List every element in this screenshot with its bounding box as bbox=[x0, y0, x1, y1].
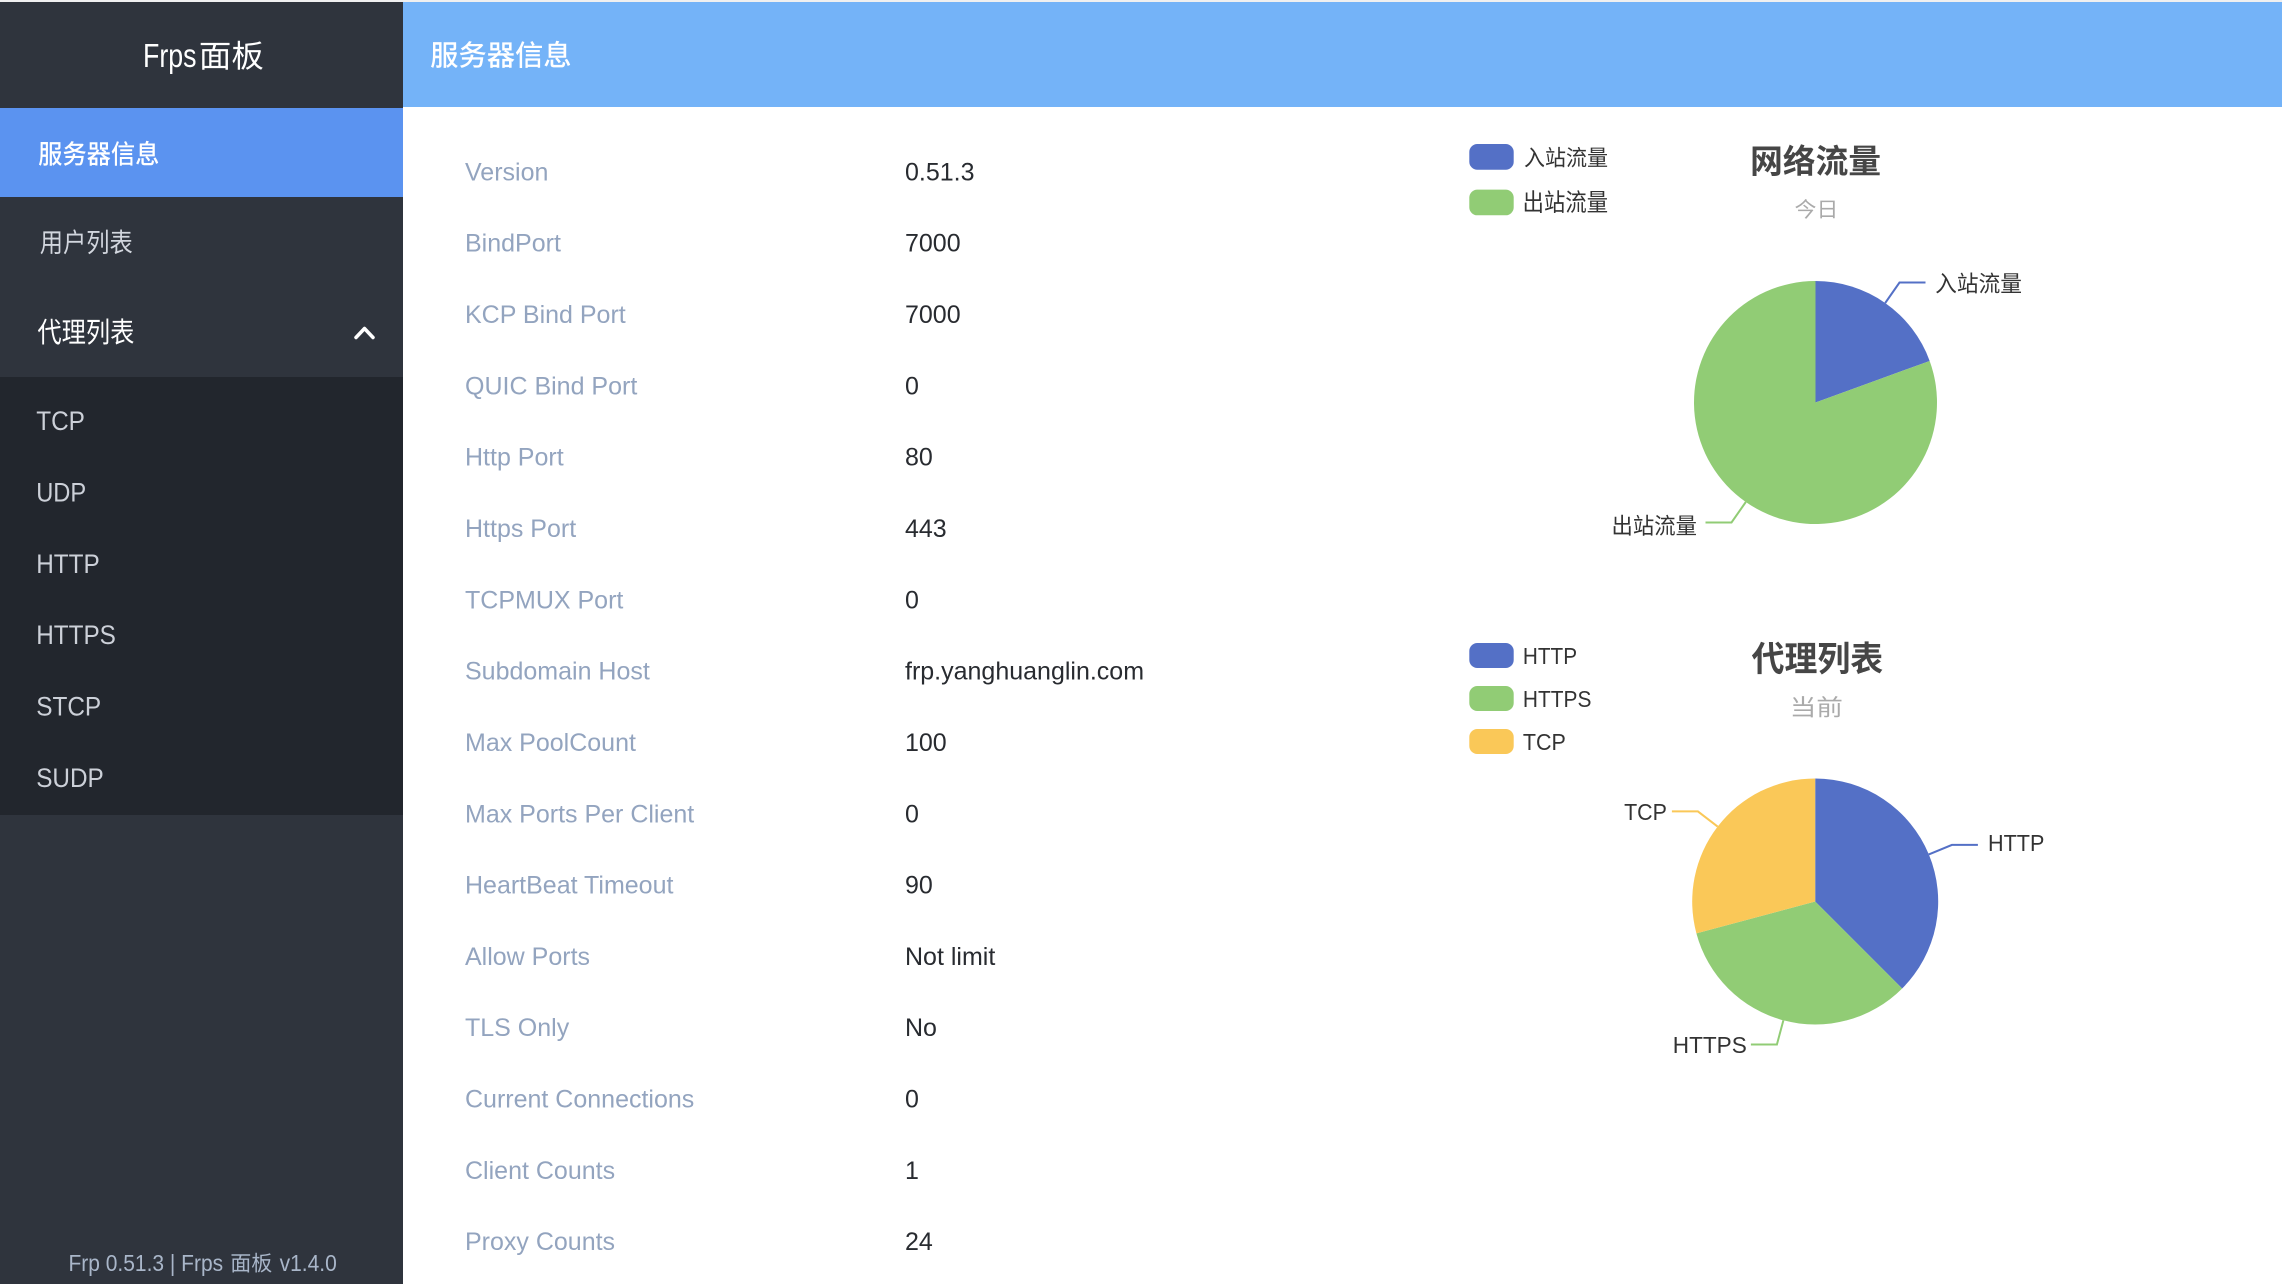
svg-text:Client Counts: Client Counts bbox=[465, 1157, 615, 1185]
svg-text:BindPort: BindPort bbox=[465, 230, 561, 258]
svg-text:TCPMUX Port: TCPMUX Port bbox=[465, 586, 623, 614]
svg-text:HTTP: HTTP bbox=[36, 549, 99, 579]
svg-text:100: 100 bbox=[905, 729, 947, 757]
svg-text:TCP: TCP bbox=[36, 406, 85, 436]
svg-text:0: 0 bbox=[905, 372, 919, 400]
svg-text:Frps: Frps bbox=[143, 37, 197, 74]
svg-text:0: 0 bbox=[905, 1086, 919, 1114]
svg-text:HeartBeat Timeout: HeartBeat Timeout bbox=[465, 872, 673, 900]
svg-text:Http Port: Http Port bbox=[465, 444, 564, 472]
svg-text:Frp 0.51.3 | Frps: Frp 0.51.3 | Frps bbox=[69, 1250, 224, 1276]
svg-text:HTTP: HTTP bbox=[1988, 830, 2044, 856]
svg-text:STCP: STCP bbox=[36, 692, 101, 722]
svg-text:Max PoolCount: Max PoolCount bbox=[465, 729, 636, 757]
svg-text:HTTP: HTTP bbox=[1523, 643, 1577, 669]
svg-text:80: 80 bbox=[905, 444, 933, 472]
svg-text:SUDP: SUDP bbox=[36, 763, 104, 793]
svg-text:24: 24 bbox=[905, 1228, 933, 1256]
svg-text:frp.yanghuanglin.com: frp.yanghuanglin.com bbox=[905, 658, 1144, 686]
svg-text:1: 1 bbox=[905, 1157, 919, 1185]
svg-text:HTTPS: HTTPS bbox=[1523, 686, 1592, 712]
svg-text:v1.4.0: v1.4.0 bbox=[280, 1250, 337, 1276]
svg-text:7000: 7000 bbox=[905, 301, 961, 329]
svg-text:TLS Only: TLS Only bbox=[465, 1014, 570, 1042]
svg-text:KCP Bind Port: KCP Bind Port bbox=[465, 301, 626, 329]
svg-text:0: 0 bbox=[905, 586, 919, 614]
svg-text:Current Connections: Current Connections bbox=[465, 1086, 694, 1114]
svg-text:Subdomain Host: Subdomain Host bbox=[465, 658, 650, 686]
svg-text:Https Port: Https Port bbox=[465, 515, 576, 543]
svg-text:Proxy Counts: Proxy Counts bbox=[465, 1228, 615, 1256]
svg-text:TCP: TCP bbox=[1523, 729, 1566, 755]
svg-text:HTTPS: HTTPS bbox=[36, 620, 116, 650]
svg-text:QUIC Bind Port: QUIC Bind Port bbox=[465, 372, 637, 400]
svg-text:443: 443 bbox=[905, 515, 947, 543]
svg-text:Version: Version bbox=[465, 158, 548, 186]
svg-text:90: 90 bbox=[905, 872, 933, 900]
svg-text:Not limit: Not limit bbox=[905, 943, 995, 971]
svg-text:TCP: TCP bbox=[1624, 799, 1667, 825]
svg-text:Allow Ports: Allow Ports bbox=[465, 943, 590, 971]
svg-text:7000: 7000 bbox=[905, 230, 961, 258]
svg-text:No: No bbox=[905, 1014, 937, 1042]
svg-text:UDP: UDP bbox=[36, 478, 86, 508]
svg-text:0: 0 bbox=[905, 800, 919, 828]
svg-text:0.51.3: 0.51.3 bbox=[905, 158, 975, 186]
svg-text:Max Ports Per Client: Max Ports Per Client bbox=[465, 800, 694, 828]
svg-text:HTTPS: HTTPS bbox=[1673, 1032, 1747, 1058]
